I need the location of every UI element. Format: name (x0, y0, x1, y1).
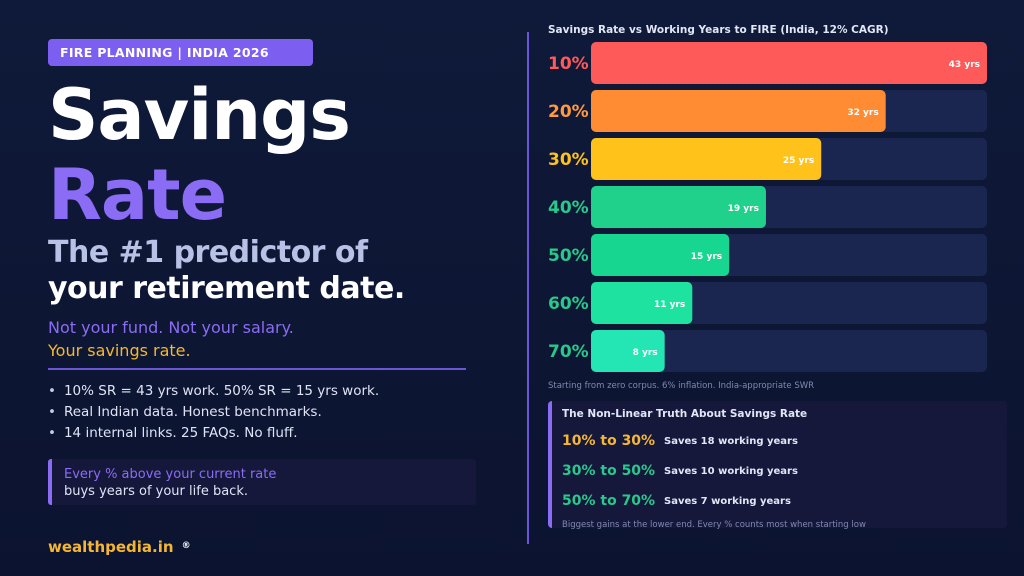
bar (591, 138, 822, 180)
value-label: 8 yrs (633, 348, 658, 358)
bullet-item: 10% SR = 43 yrs work. 50% SR = 15 yrs wo… (48, 381, 379, 402)
truth-footnote: Biggest gains at the lower end. Every % … (562, 520, 866, 530)
category-label: 60% (548, 294, 589, 314)
non-linear-truth-panel: The Non-Linear Truth About Savings Rate … (548, 401, 1007, 530)
chart-title: Savings Rate vs Working Years to FIRE (I… (548, 24, 889, 36)
chart-footnote: Starting from zero corpus. 6% inflation.… (548, 381, 815, 391)
category-label: 40% (548, 198, 589, 218)
truth-row: 10% to 30% Saves 18 working years (562, 426, 1007, 456)
bar (591, 234, 730, 276)
value-label: 25 yrs (783, 156, 814, 166)
left-divider (48, 368, 466, 370)
category-label: 30% (548, 150, 589, 170)
headline-savings: Savings (48, 74, 351, 156)
bullet-item: 14 internal links. 25 FAQs. No fluff. (48, 423, 379, 444)
category-label: 20% (548, 102, 589, 122)
value-label: 43 yrs (949, 60, 980, 70)
bullet-list: 10% SR = 43 yrs work. 50% SR = 15 yrs wo… (48, 381, 379, 444)
brand-name: wealthpedia.in (48, 538, 174, 556)
bar-track (591, 330, 987, 372)
truth-text: Saves 10 working years (664, 465, 798, 477)
brand-logo: wealthpedia.in ® (48, 538, 191, 556)
savings-rate-bar-chart: 10% 43 yrs 20% 32 yrs 30% 25 yrs 40% 19 yrs 50% 1… (548, 42, 987, 372)
value-label: 11 yrs (654, 300, 685, 310)
headline-rate: Rate (48, 154, 227, 236)
category-label: 10% (548, 54, 589, 74)
bullet-item: Real Indian data. Honest benchmarks. (48, 402, 379, 423)
subheadline-line-2: your retirement date. (48, 271, 405, 306)
category-tag: FIRE PLANNING | INDIA 2026 (48, 39, 313, 66)
value-label: 32 yrs (847, 108, 878, 118)
callout-line-1: Every % above your current rate (64, 467, 277, 482)
category-label: 50% (548, 246, 589, 266)
bar (591, 330, 665, 372)
registered-mark: ® (181, 541, 191, 551)
vertical-divider (527, 32, 529, 544)
truth-row: 30% to 50% Saves 10 working years (562, 456, 1007, 486)
truth-range: 10% to 30% (562, 433, 656, 449)
bar (591, 282, 693, 324)
bar (591, 186, 766, 228)
subheadline-line-1: The #1 predictor of (48, 235, 368, 270)
value-label: 15 yrs (691, 252, 722, 262)
truth-row: 50% to 70% Saves 7 working years (562, 486, 1007, 516)
truth-range: 30% to 50% (562, 463, 656, 479)
value-label: 19 yrs (728, 204, 759, 214)
category-label: 70% (548, 342, 589, 362)
bar (591, 90, 886, 132)
bar (591, 42, 987, 84)
truth-title: The Non-Linear Truth About Savings Rate (562, 408, 808, 420)
truth-text: Saves 18 working years (664, 435, 798, 447)
callout-box: Every % above your current rate buys yea… (48, 459, 476, 505)
truth-text: Saves 7 working years (664, 495, 791, 507)
note-line-1: Not your fund. Not your salary. (48, 318, 294, 337)
truth-range: 50% to 70% (562, 493, 656, 509)
callout-line-2: buys years of your life back. (64, 484, 248, 499)
note-line-2: Your savings rate. (48, 341, 191, 360)
